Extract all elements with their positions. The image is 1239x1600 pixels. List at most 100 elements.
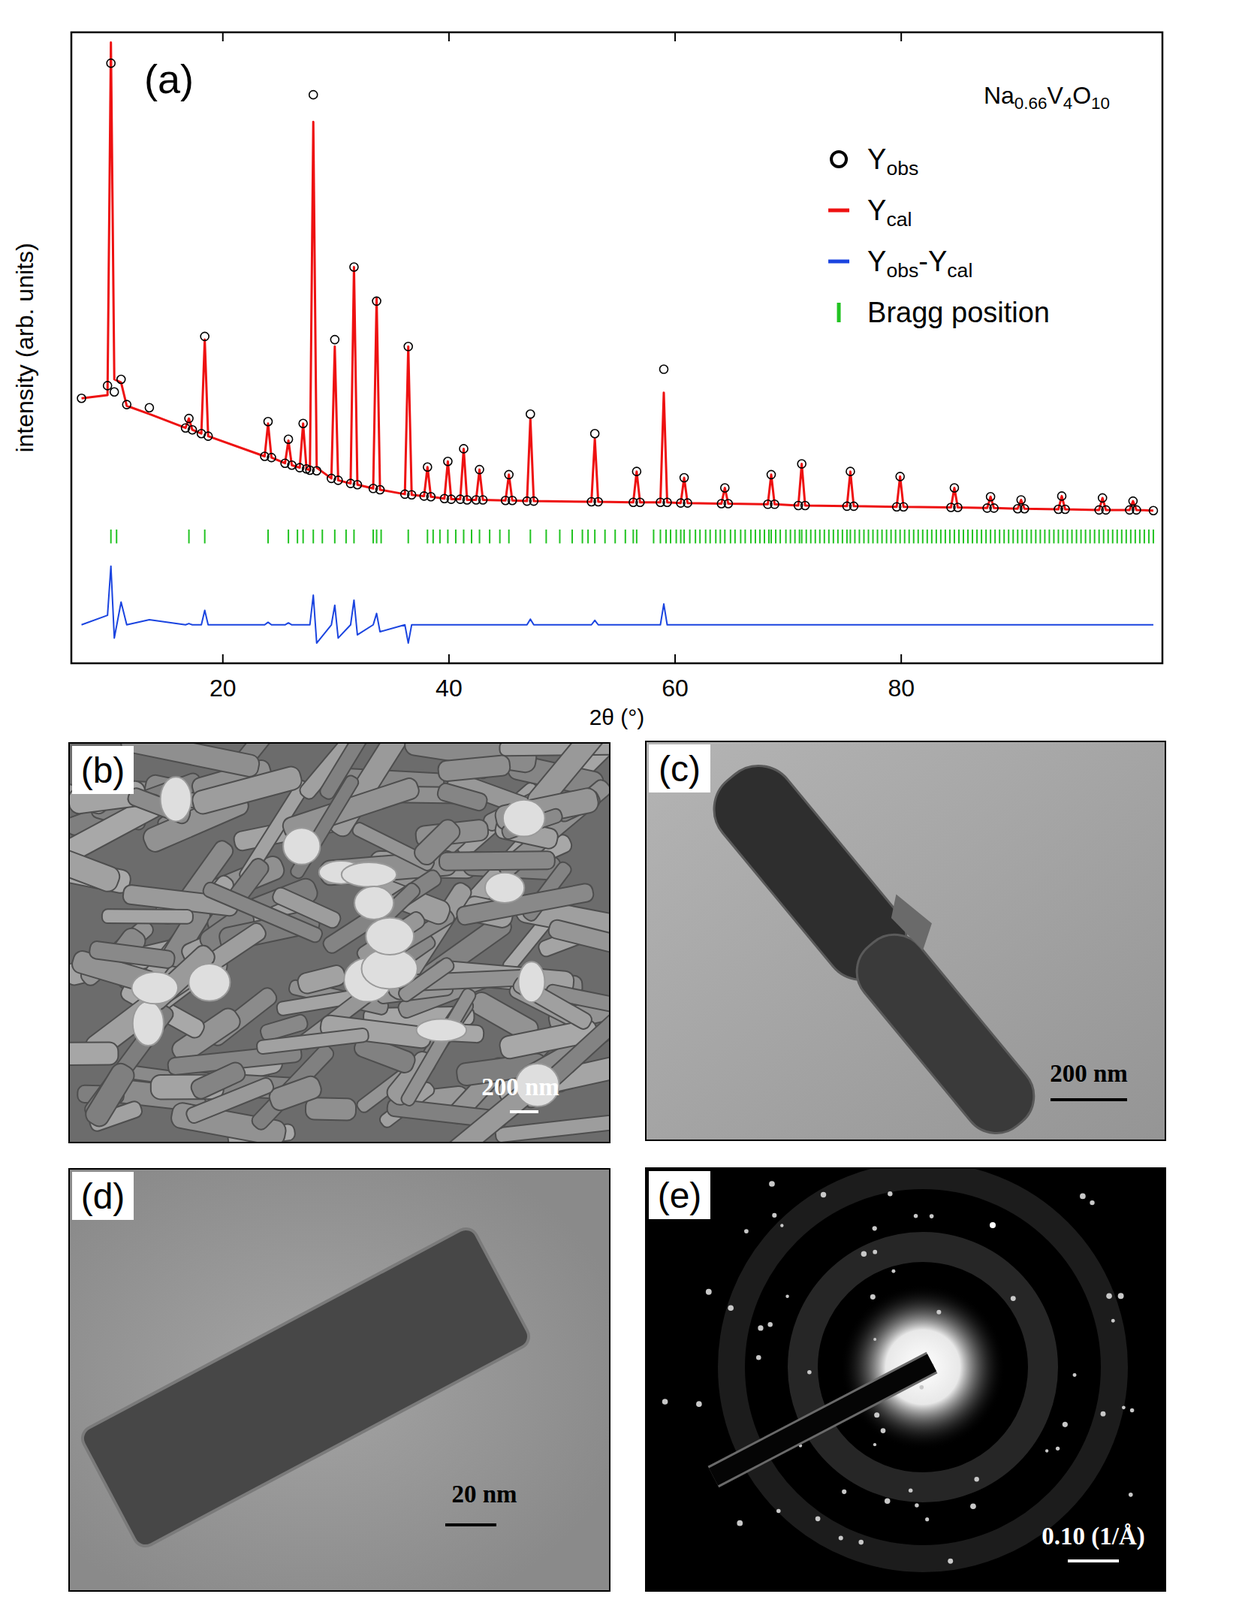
bragg-tick bbox=[823, 529, 826, 543]
bragg-tick bbox=[1052, 529, 1055, 543]
bragg-tick bbox=[1039, 529, 1041, 543]
bragg-tick bbox=[1030, 529, 1032, 543]
bragg-tick bbox=[805, 529, 808, 543]
diffraction-spot bbox=[887, 1190, 893, 1196]
diffraction-spot bbox=[807, 1369, 812, 1375]
bragg-tick bbox=[1130, 529, 1132, 543]
diffraction-spot bbox=[662, 1398, 669, 1405]
bragg-tick bbox=[683, 529, 685, 543]
panel-label: (b) bbox=[81, 750, 126, 790]
bragg-tick bbox=[940, 529, 942, 543]
bragg-tick bbox=[499, 529, 501, 543]
panel-frame bbox=[645, 741, 1166, 1140]
texture-rod bbox=[82, 1059, 139, 1130]
bragg-tick bbox=[1071, 529, 1074, 543]
obs-point bbox=[989, 503, 998, 513]
texture-blob bbox=[132, 1000, 164, 1046]
bragg-tick bbox=[296, 529, 299, 543]
x-tick-label: 20 bbox=[209, 674, 237, 702]
diffraction-spot bbox=[744, 1228, 749, 1233]
obs-point bbox=[263, 417, 272, 426]
bragg-tick bbox=[729, 529, 732, 543]
bragg-tick bbox=[1134, 529, 1137, 543]
diffraction-spot bbox=[874, 1411, 880, 1417]
diffraction-spot bbox=[815, 1515, 821, 1521]
y-axis-title: intensity (arb. units) bbox=[11, 242, 39, 453]
bragg-tick bbox=[302, 529, 305, 543]
texture-blob bbox=[131, 971, 178, 1004]
bragg-tick bbox=[1043, 529, 1046, 543]
obs-point bbox=[1016, 495, 1025, 504]
texture-rod bbox=[69, 837, 123, 895]
panel-frame bbox=[645, 1167, 1166, 1591]
bragg-tick bbox=[652, 529, 655, 543]
obs-point bbox=[312, 466, 321, 475]
obs-point bbox=[407, 490, 417, 499]
bragg-tick bbox=[814, 529, 817, 543]
texture-blob bbox=[341, 862, 398, 887]
obs-point bbox=[1148, 506, 1158, 515]
bragg-tick bbox=[931, 529, 933, 543]
bragg-tick bbox=[287, 529, 290, 543]
diffraction-spot bbox=[913, 1213, 918, 1218]
diffraction-spot bbox=[936, 1309, 941, 1315]
bragg-tick bbox=[604, 529, 606, 543]
bragg-tick bbox=[750, 529, 752, 543]
legend-label: Ycal bbox=[867, 194, 912, 231]
obs-point bbox=[284, 434, 293, 444]
bragg-tick bbox=[962, 529, 965, 543]
bragg-tick bbox=[267, 529, 269, 543]
diffraction-spot bbox=[1073, 1372, 1077, 1377]
bragg-tick bbox=[1143, 529, 1146, 543]
bragg-tick bbox=[768, 529, 770, 543]
obs-point bbox=[106, 59, 115, 68]
x-tick bbox=[674, 654, 676, 664]
bragg-tick bbox=[1121, 529, 1123, 543]
diffraction-spot bbox=[785, 1294, 789, 1298]
texture-rod bbox=[69, 1041, 119, 1065]
obs-point bbox=[953, 503, 962, 512]
bragg-tick bbox=[917, 529, 920, 543]
bragg-tick bbox=[680, 529, 682, 543]
bragg-tick bbox=[877, 529, 879, 543]
micrograph bbox=[69, 742, 610, 1143]
x-tick-top bbox=[448, 32, 450, 42]
diffraction-spot bbox=[771, 1212, 777, 1218]
bragg-tick bbox=[1007, 529, 1010, 543]
bragg-tick bbox=[376, 529, 378, 543]
x-tick-top bbox=[900, 32, 902, 42]
diffraction-spot bbox=[1062, 1421, 1068, 1427]
texture-rod bbox=[88, 940, 176, 969]
texture-rod bbox=[305, 1097, 357, 1121]
legend-symbol bbox=[837, 302, 842, 323]
texture-rod bbox=[184, 1075, 276, 1125]
bragg-tick bbox=[1016, 529, 1019, 543]
obs-point bbox=[949, 483, 959, 492]
diffraction-spot bbox=[925, 1516, 929, 1521]
text-run: O bbox=[1072, 81, 1092, 109]
texture-blob bbox=[485, 872, 525, 903]
legend-symbol bbox=[828, 208, 850, 213]
obs-point bbox=[188, 425, 197, 435]
text-run: V bbox=[1046, 81, 1064, 109]
diffraction-spot bbox=[838, 1534, 844, 1540]
obs-point bbox=[767, 470, 776, 479]
bragg-tick bbox=[1098, 529, 1101, 543]
bragg-tick bbox=[529, 529, 531, 543]
bragg-tick bbox=[798, 529, 801, 543]
diffraction-spot bbox=[861, 1250, 867, 1256]
diffraction-spot bbox=[1111, 1318, 1116, 1323]
bragg-tick bbox=[794, 529, 796, 543]
bragg-tick bbox=[913, 529, 915, 543]
obs-point bbox=[1057, 491, 1066, 501]
bragg-tick bbox=[470, 529, 473, 543]
bragg-tick bbox=[321, 529, 323, 543]
bragg-tick bbox=[345, 529, 347, 543]
bragg-tick bbox=[1061, 529, 1064, 543]
bragg-tick bbox=[819, 529, 821, 543]
beam-stopper bbox=[713, 1362, 932, 1477]
particle-part bbox=[843, 920, 1048, 1140]
diffraction-spot bbox=[929, 1213, 935, 1218]
bragg-tick bbox=[810, 529, 812, 543]
bragg-tick bbox=[1076, 529, 1078, 543]
